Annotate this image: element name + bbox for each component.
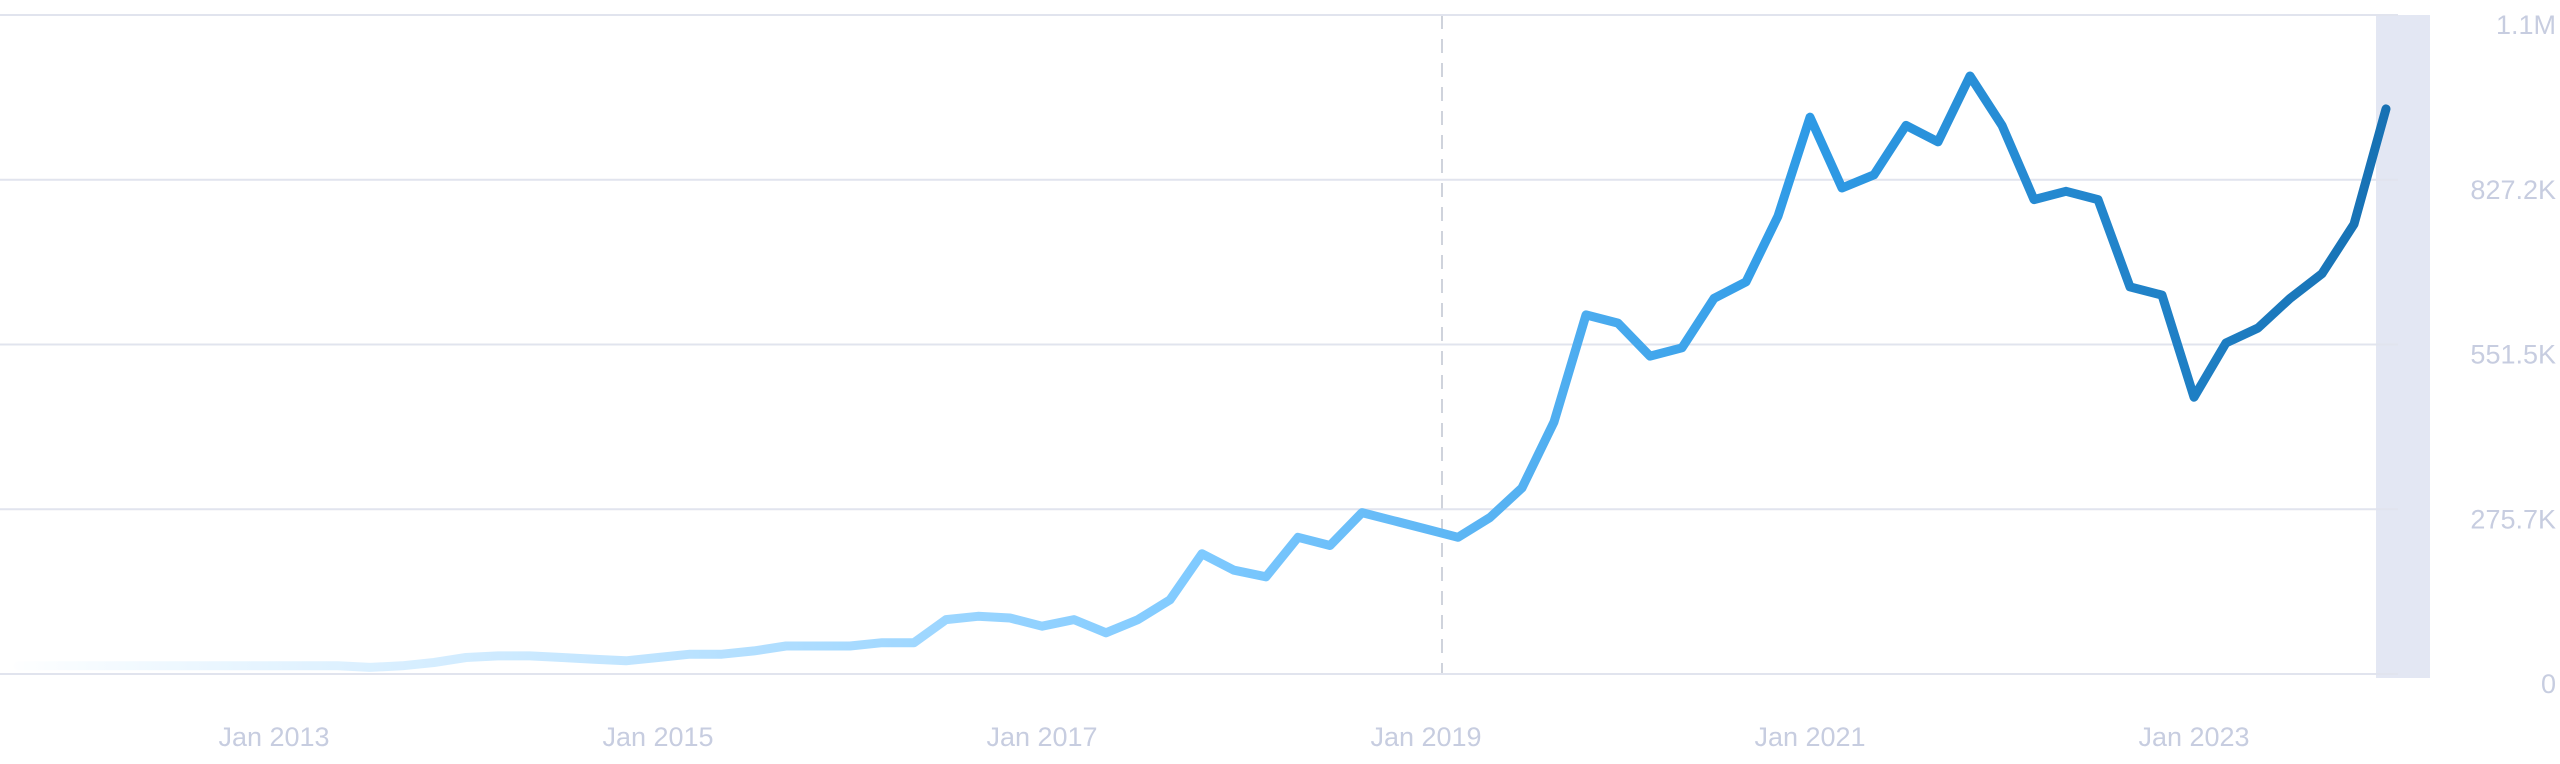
trend-line [13,71,2391,672]
x-tick-label: Jan 2021 [1754,722,1865,752]
y-tick-label: 1.1M [2496,10,2556,40]
x-tick-label: Jan 2015 [602,722,713,752]
y-tick-label: 0 [2541,669,2556,699]
x-tick-label: Jan 2019 [1370,722,1481,752]
x-tick-label: Jan 2013 [218,722,329,752]
plot [13,71,2391,672]
x-tick-label: Jan 2023 [2138,722,2249,752]
x-tick-label: Jan 2017 [986,722,1097,752]
grid [0,14,2398,675]
y-tick-label: 551.5K [2470,340,2556,370]
y-tick-label: 275.7K [2470,504,2556,534]
labels: 0 275.7K 551.5K 827.2K 1.1M Jan 2013 Jan 2015 J… [218,10,2556,752]
y-tick-label: 827.2K [2470,175,2556,205]
